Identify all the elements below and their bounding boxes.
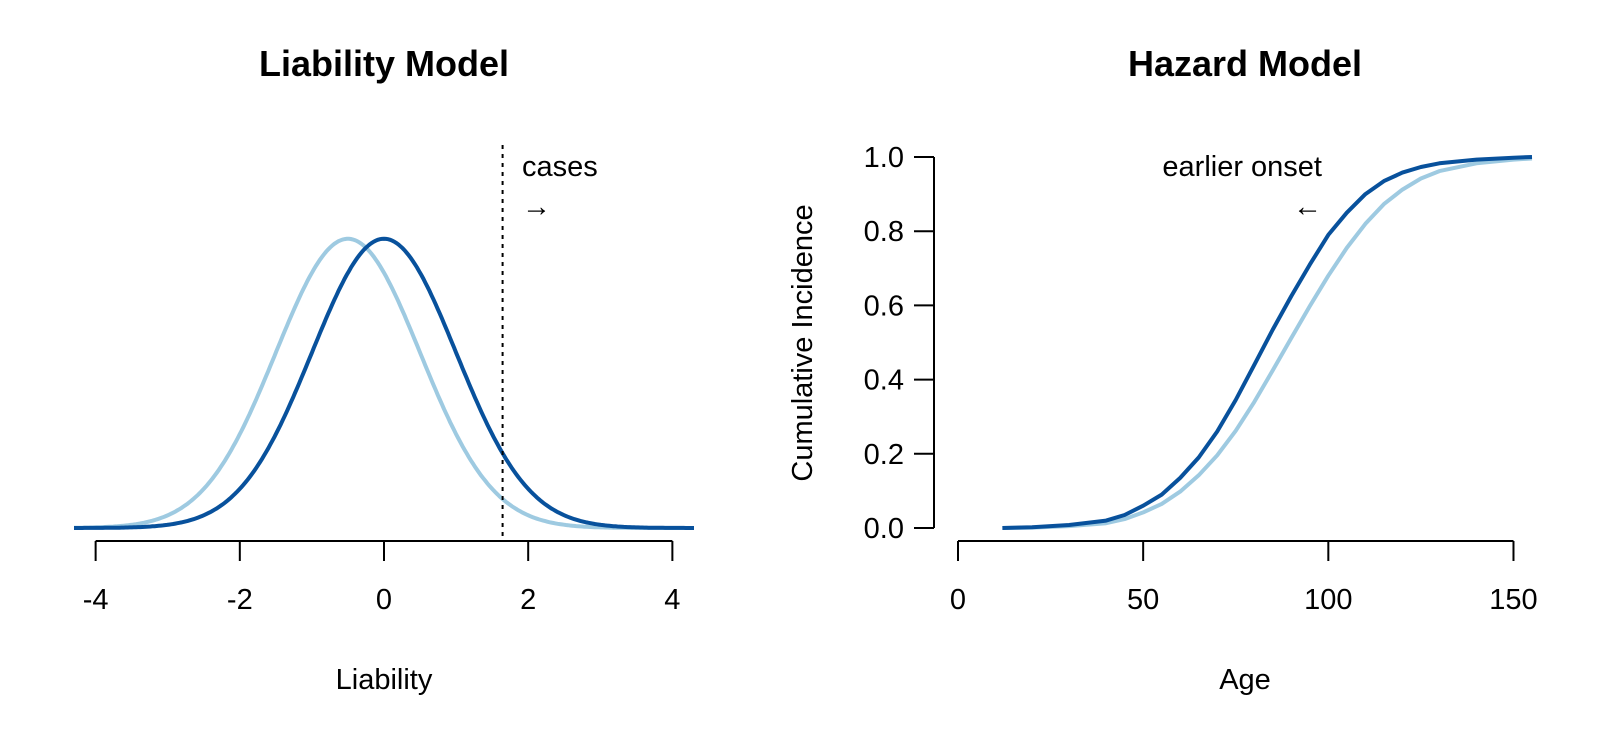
- y-tick-label: 1.0: [864, 142, 904, 174]
- x-tick-label: 0: [950, 584, 966, 616]
- hazard-curves: [1002, 155, 1533, 530]
- hazard-title: Hazard Model: [1128, 43, 1362, 84]
- x-tick-label: 50: [1127, 584, 1159, 616]
- liability-curves: [74, 236, 694, 530]
- x-tick-label: -4: [83, 584, 109, 616]
- liability-title: Liability Model: [259, 43, 509, 84]
- hazard-y-axis: 0.0 0.2 0.4 0.6 0.8 1.0: [864, 142, 935, 545]
- x-tick-label: 2: [520, 584, 536, 616]
- hazard-panel: Hazard Model Cumulative Incidence 0.0 0.2…: [787, 43, 1538, 696]
- y-tick-label: 0.0: [864, 513, 904, 545]
- cases-label: cases: [522, 151, 598, 183]
- x-tick-label: 100: [1304, 584, 1352, 616]
- earlier-onset-arrow: ←: [1293, 191, 1322, 223]
- y-tick-label: 0.8: [864, 216, 904, 248]
- x-tick-label: 0: [376, 584, 392, 616]
- liability-x-axis: -4 -2 0 2 4: [83, 540, 680, 616]
- density-curve-1: [74, 236, 694, 530]
- density-curve-2: [74, 236, 694, 530]
- x-tick-label: -2: [227, 584, 253, 616]
- hazard-y-axis-label: Cumulative Incidence: [787, 204, 819, 481]
- liability-panel: Liability Model cases → -4 -2 0 2 4 Liabilit…: [74, 43, 694, 696]
- hazard-x-axis-label: Age: [1219, 664, 1271, 696]
- earlier-onset-label: earlier onset: [1162, 151, 1322, 183]
- y-tick-label: 0.2: [864, 439, 904, 471]
- hazard-x-axis: 0 50 100 150: [950, 540, 1538, 616]
- liability-x-axis-label: Liability: [336, 664, 433, 696]
- y-tick-label: 0.6: [864, 290, 904, 322]
- x-tick-label: 4: [664, 584, 680, 616]
- x-tick-label: 150: [1489, 584, 1537, 616]
- incidence-curve-1: [1002, 155, 1533, 530]
- y-tick-label: 0.4: [864, 365, 904, 397]
- incidence-curve-2: [1002, 156, 1533, 530]
- cases-arrow: →: [522, 191, 551, 223]
